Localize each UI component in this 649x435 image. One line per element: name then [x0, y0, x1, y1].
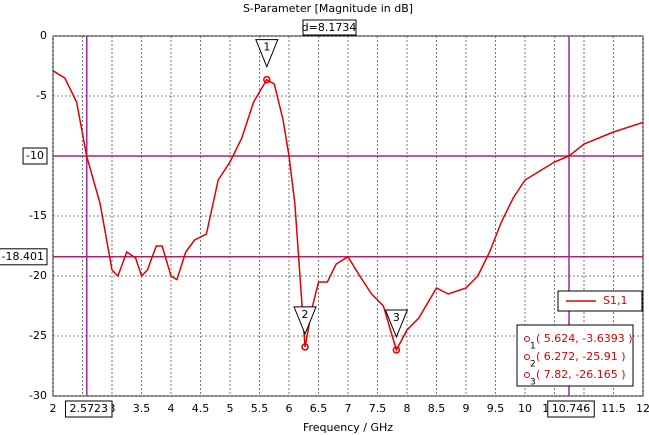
x-tick-label: 10	[518, 402, 532, 415]
marker-point	[301, 343, 309, 351]
annotation: d=8.1734	[302, 21, 357, 34]
legend-label: S1,1	[603, 294, 627, 307]
y-tick-label: -5	[36, 89, 47, 102]
x-tick-label: 8.5	[428, 402, 446, 415]
y-tick-label: 0	[40, 29, 47, 42]
x-tick-label: 7.5	[369, 402, 387, 415]
x-tick-label: 4	[168, 402, 175, 415]
marker-point	[392, 346, 401, 354]
marker-table-box	[516, 324, 634, 387]
v-marker-box	[547, 400, 595, 418]
y-tick-label: -20	[29, 269, 47, 282]
x-axis-label: Frequency / GHz	[303, 421, 393, 434]
x-tick-label: 12	[636, 402, 649, 415]
v-marker-label: 2.5723	[70, 402, 109, 415]
x-tick-label: 9	[463, 402, 470, 415]
marker-number: 3	[393, 311, 400, 324]
marker-index: 2	[530, 360, 536, 370]
h-marker-label: -10	[26, 149, 44, 162]
marker-index: 3	[530, 378, 536, 388]
marker-icon	[524, 354, 530, 360]
marker-number: 1	[263, 41, 270, 54]
x-tick-label: 5	[227, 402, 234, 415]
h-marker-box	[22, 147, 48, 165]
y-tick-label: -30	[29, 389, 47, 402]
legend-box	[557, 290, 643, 312]
x-tick-label: 7	[345, 402, 352, 415]
y-tick-label: -25	[29, 329, 47, 342]
x-tick-label: 8	[404, 402, 411, 415]
line-series	[52, 70, 644, 352]
x-tick-label: 4.5	[192, 402, 210, 415]
x-tick-label: 6	[286, 402, 293, 415]
x-tick-label: 2	[50, 402, 57, 415]
v-marker-box	[65, 400, 113, 418]
y-tick-label: -15	[29, 209, 47, 222]
marker-value: ( 5.624, -3.6393 )	[536, 332, 633, 345]
x-tick-label: 11.5	[601, 402, 626, 415]
x-tick-label: 6.5	[310, 402, 328, 415]
marker-value: ( 7.82, -26.165 )	[536, 368, 626, 381]
marker-value: ( 6.272, -25.91 )	[536, 350, 626, 363]
marker-flag	[255, 39, 279, 68]
marker-flag	[293, 306, 317, 336]
annotation-box	[302, 19, 357, 36]
h-marker-label: -18.401	[2, 250, 44, 263]
x-tick-label: 9.5	[487, 402, 505, 415]
marker-index: 1	[530, 342, 536, 352]
v-marker-label: 10.746	[552, 402, 591, 415]
marker-icon	[524, 336, 530, 342]
x-tick-label: 3.5	[133, 402, 151, 415]
marker-icon	[524, 372, 530, 378]
chart-title: S-Parameter [Magnitude in dB]	[243, 2, 413, 15]
marker-flag	[384, 309, 409, 339]
marker-number: 2	[302, 308, 309, 321]
x-tick-label: 5.5	[251, 402, 269, 415]
h-marker-box	[0, 248, 48, 266]
marker-point	[263, 75, 271, 84]
